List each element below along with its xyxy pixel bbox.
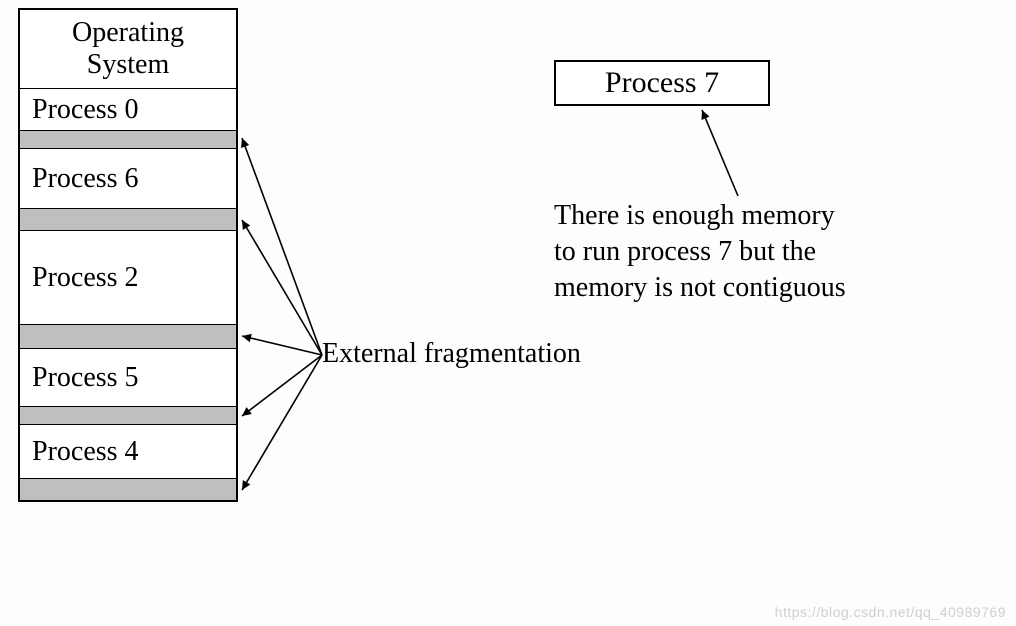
memory-fragment [20,208,236,230]
watermark-text: https://blog.csdn.net/qq_40989769 [775,604,1006,620]
caption-line: There is enough memory [554,198,846,234]
memory-block-p2: Process 2 [20,230,236,324]
memory-block-p4: Process 4 [20,424,236,478]
memory-stack: OperatingSystemProcess 0 Process 6 Process… [18,8,238,502]
caption-text: There is enough memoryto run process 7 b… [554,198,846,305]
memory-fragment [20,324,236,348]
memory-fragment [20,478,236,500]
memory-fragment [20,130,236,148]
memory-block-p0: Process 0 [20,88,236,130]
caption-line: memory is not contiguous [554,270,846,306]
process-7-label: Process 7 [605,66,719,100]
memory-block-os: OperatingSystem [20,10,236,88]
diagram-canvas: OperatingSystemProcess 0 Process 6 Process… [0,0,1016,626]
process-7-box: Process 7 [554,60,770,106]
caption-line: to run process 7 but the [554,234,846,270]
memory-block-p6: Process 6 [20,148,236,208]
memory-block-p5: Process 5 [20,348,236,406]
memory-fragment [20,406,236,424]
external-fragmentation-label: External fragmentation [322,338,581,370]
